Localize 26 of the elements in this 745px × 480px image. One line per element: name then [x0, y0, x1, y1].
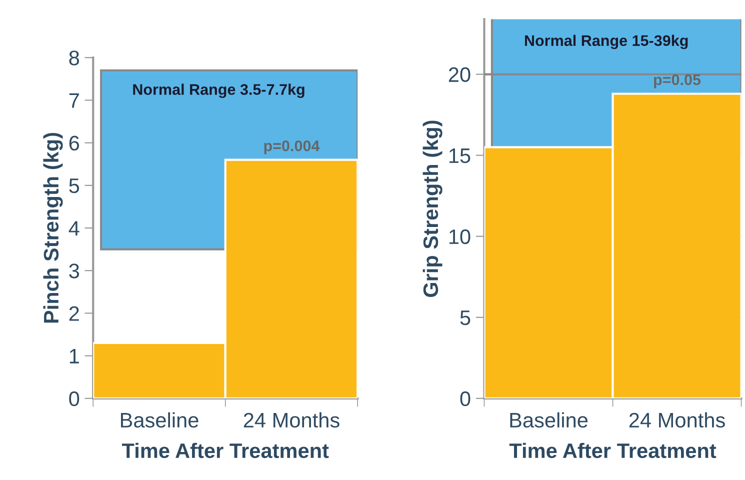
band-label: Normal Range 15-39kg	[525, 34, 688, 50]
y-tick-label: 0	[69, 391, 80, 406]
y-axis-title: Pinch Strength (kg)	[43, 132, 63, 323]
y-tick-label: 7	[69, 93, 79, 108]
y-tick-label: 1	[70, 349, 79, 364]
y-tick-label: 5	[460, 310, 470, 326]
y-tick-label: 0	[460, 391, 470, 406]
x-axis-title: Time After Treatment	[122, 442, 329, 458]
band-label: Normal Range 3.5-7.7kg	[133, 84, 304, 98]
annotation: p=0.004	[264, 140, 320, 154]
y-tick-label: 8	[69, 50, 80, 66]
x-tick-label: Baseline	[120, 412, 198, 428]
x-tick-label: 24 Months	[244, 412, 340, 428]
x-axis-title: Time After Treatment	[509, 442, 716, 458]
y-tick-label: 10	[449, 229, 470, 244]
y-tick-label: 2	[69, 306, 79, 321]
y-tick-label: 20	[448, 67, 470, 82]
x-tick-label: 24 Months	[629, 412, 725, 428]
y-tick-label: 5	[69, 178, 80, 194]
y-tick-label: 4	[68, 221, 80, 236]
y-axis-title: Grip Strength (kg)	[422, 120, 442, 298]
y-tick-label: 6	[69, 136, 80, 151]
annotation: p=0.05	[654, 74, 701, 88]
x-tick-label: Baseline	[510, 412, 588, 428]
y-tick-label: 3	[69, 264, 80, 278]
y-tick-label: 15	[449, 148, 470, 164]
